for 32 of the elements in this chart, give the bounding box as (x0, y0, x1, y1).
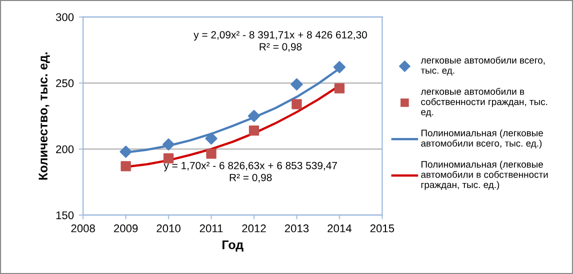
point (290, 78, 303, 90)
point (292, 99, 302, 110)
x-tick-label: 2014 (328, 224, 352, 232)
x-tick-label: 2010 (156, 224, 180, 232)
y-tick-label: 200 (56, 145, 74, 154)
x-tick-label: 2015 (370, 224, 394, 232)
y-axis-title: Количество, тыс. ед. (38, 52, 50, 180)
legend-label: легковые автомобили в собственности граждан, тыс. ед. (420, 88, 548, 118)
point (120, 146, 132, 158)
annotation: y = 1,70x² - 6 826,63x + 6 853 539,47 R² = 0,98 (164, 162, 337, 182)
point (333, 61, 346, 74)
legend-label: Полиномиальная (легковые автомобили всего, тыс. ед.) (421, 129, 543, 149)
x-tick-label: 2013 (284, 224, 309, 232)
x-tick-label: 2011 (200, 224, 223, 232)
point (206, 148, 216, 159)
x-axis-title: Год (222, 240, 244, 252)
annotation: y = 2,09x² - 8 391,71x + 8 426 612,30 R² = 0,98 (194, 31, 367, 52)
point (205, 132, 218, 145)
x-tick-label: 2012 (242, 224, 266, 232)
point (162, 138, 175, 151)
point (334, 83, 345, 94)
point (248, 125, 260, 136)
y-tick-label: 250 (56, 79, 74, 88)
point (163, 153, 174, 164)
x-tick-label: 2008 (71, 224, 95, 232)
y-tick-label: 300 (56, 13, 74, 22)
x-tick-label: 2009 (114, 224, 138, 232)
y-tick-label: 150 (56, 211, 74, 220)
point (248, 110, 260, 122)
legend-label: легковые автомобили всего, тыс. ед. (420, 56, 545, 76)
legend-label: Полиномиальная (легковые автомобили в собственности граждан, тыс. ед.) (421, 160, 548, 190)
point (120, 161, 131, 172)
